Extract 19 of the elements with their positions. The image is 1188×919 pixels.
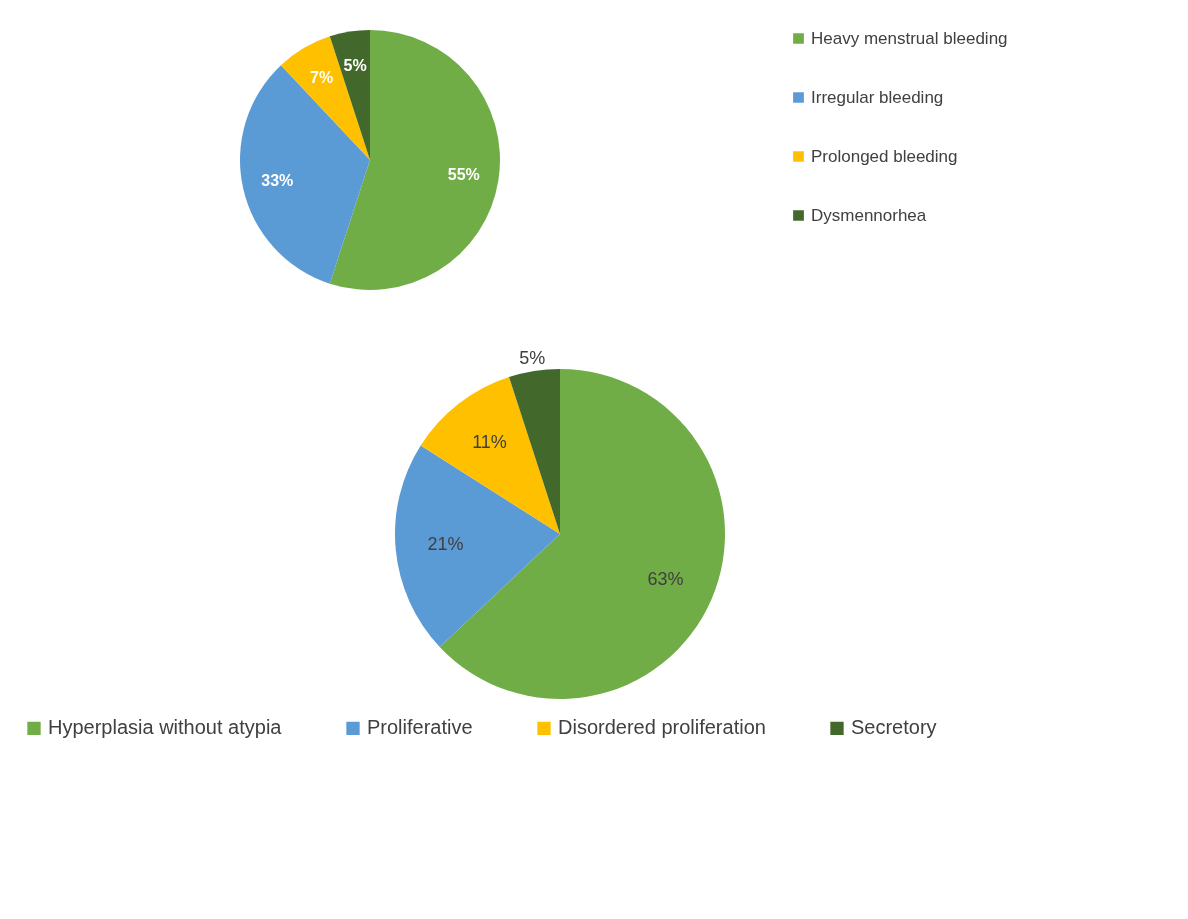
data-label: 33%	[261, 171, 294, 189]
data-label: 55%	[447, 165, 480, 183]
data-label: 5%	[519, 348, 546, 369]
data-label: 11%	[472, 432, 507, 453]
legend-label: Irregular bleeding	[811, 87, 944, 107]
pie-slice	[420, 377, 560, 534]
legend-label: Prolonged bleeding	[811, 146, 958, 166]
pie-slice	[509, 369, 560, 534]
legend-label: Dysmennorhea	[811, 205, 927, 225]
pie-slice	[281, 36, 370, 160]
legend-label: Proliferative	[367, 716, 473, 739]
legend-label: Secretory	[851, 716, 937, 739]
legend-label: Heavy menstrual bleeding	[811, 28, 1008, 48]
legend-label: Hyperplasia without atypia	[48, 716, 283, 739]
data-label: 5%	[343, 57, 367, 75]
data-label: 63%	[647, 568, 684, 589]
legend-label: Disordered proliferation	[558, 716, 766, 739]
data-label: 21%	[427, 533, 464, 554]
data-label: 7%	[310, 69, 334, 87]
